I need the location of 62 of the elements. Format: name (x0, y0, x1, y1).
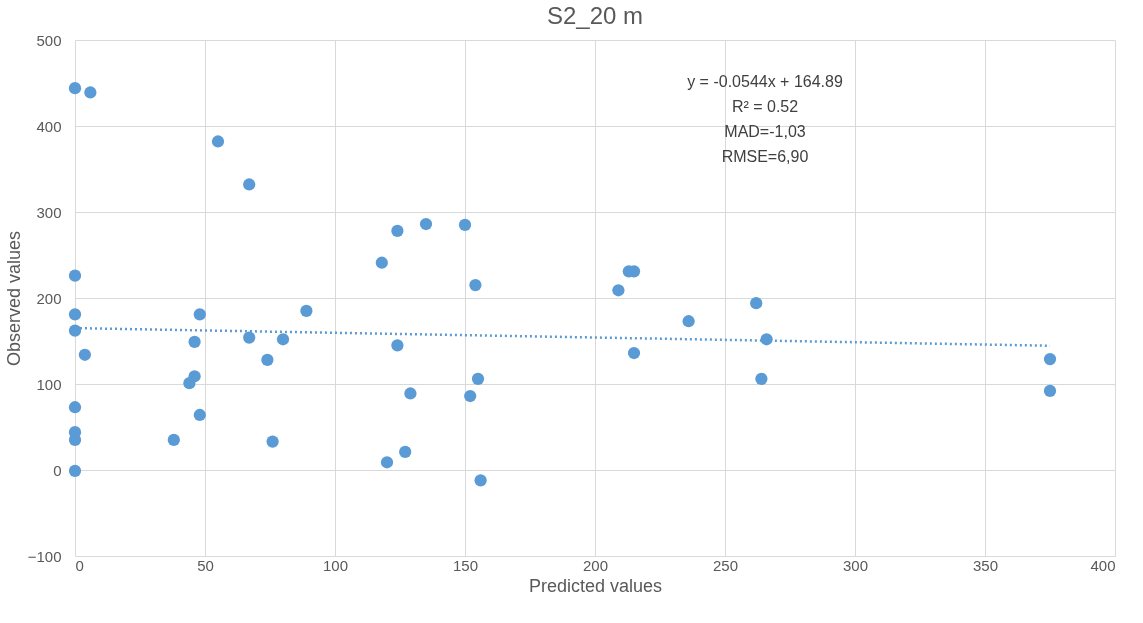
point (243, 331, 256, 344)
annotation: RMSE=6,90 (721, 148, 809, 165)
point (68, 269, 82, 282)
point (469, 278, 482, 292)
x-axis-title: Predicted values (528, 575, 663, 596)
point (458, 218, 472, 232)
point (391, 224, 404, 238)
y-tick-label: 0 (53, 461, 62, 479)
point (84, 86, 97, 99)
point (404, 387, 417, 400)
point (612, 284, 625, 297)
point (1043, 352, 1057, 366)
x-tick-label: 300 (842, 556, 869, 574)
x-tick-label: 0 (75, 556, 84, 574)
point (167, 433, 180, 447)
point (391, 339, 404, 352)
x-tick-label: 100 (322, 556, 349, 574)
point (464, 389, 477, 403)
point (193, 308, 206, 321)
point (68, 464, 82, 477)
point (1043, 384, 1057, 397)
y-tick-label: 200 (36, 289, 62, 307)
point (755, 372, 768, 385)
point (68, 82, 82, 95)
point (261, 353, 274, 367)
point (193, 408, 206, 422)
point (750, 297, 763, 310)
annotation: y = -0.0544x + 164.89 (687, 73, 843, 90)
x-tick-label: 150 (452, 556, 479, 574)
point (243, 178, 256, 191)
point (183, 377, 196, 390)
y-tick-label: 300 (36, 203, 62, 221)
y-axis-title: Observed values (3, 230, 24, 367)
point (380, 456, 394, 469)
point (211, 135, 225, 148)
point (78, 348, 91, 361)
x-tick-label: 350 (972, 556, 999, 574)
point (399, 445, 412, 459)
y-tick-label: 500 (36, 31, 62, 49)
point (276, 333, 290, 346)
point (188, 335, 201, 348)
x-tick-label: 200 (582, 556, 609, 574)
point (471, 372, 485, 385)
point (682, 315, 695, 328)
point (68, 308, 82, 321)
chart-title: S2_20 m (546, 2, 644, 29)
point (68, 324, 82, 337)
point (419, 217, 433, 231)
x-tick-label: 400 (1090, 556, 1116, 574)
y-tick-label: −100 (27, 547, 62, 565)
y-tick-label: 100 (36, 375, 62, 393)
point (474, 474, 487, 487)
point (627, 346, 641, 360)
annotation: R² = 0.52 (731, 98, 799, 115)
point (266, 435, 279, 448)
point (300, 304, 313, 318)
point (68, 401, 82, 414)
point (375, 256, 388, 269)
x-tick-label: 50 (197, 556, 214, 574)
annotation: MAD=-1,03 (724, 123, 806, 140)
x-tick-label: 250 (712, 556, 739, 574)
y-tick-label: 400 (36, 117, 62, 135)
